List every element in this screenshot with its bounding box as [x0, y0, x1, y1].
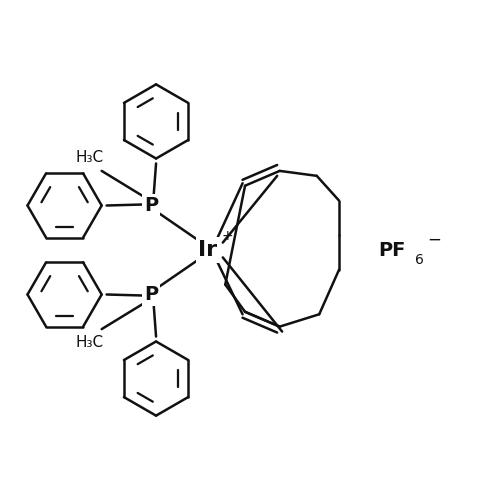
Text: 6: 6: [414, 253, 424, 267]
Text: +: +: [222, 229, 234, 243]
Text: P: P: [144, 196, 158, 215]
Text: H₃C: H₃C: [75, 150, 104, 164]
Text: Ir: Ir: [198, 240, 218, 260]
Text: H₃C: H₃C: [75, 336, 104, 350]
Text: P: P: [144, 285, 158, 304]
Text: −: −: [427, 231, 441, 249]
Text: PF: PF: [378, 240, 406, 260]
